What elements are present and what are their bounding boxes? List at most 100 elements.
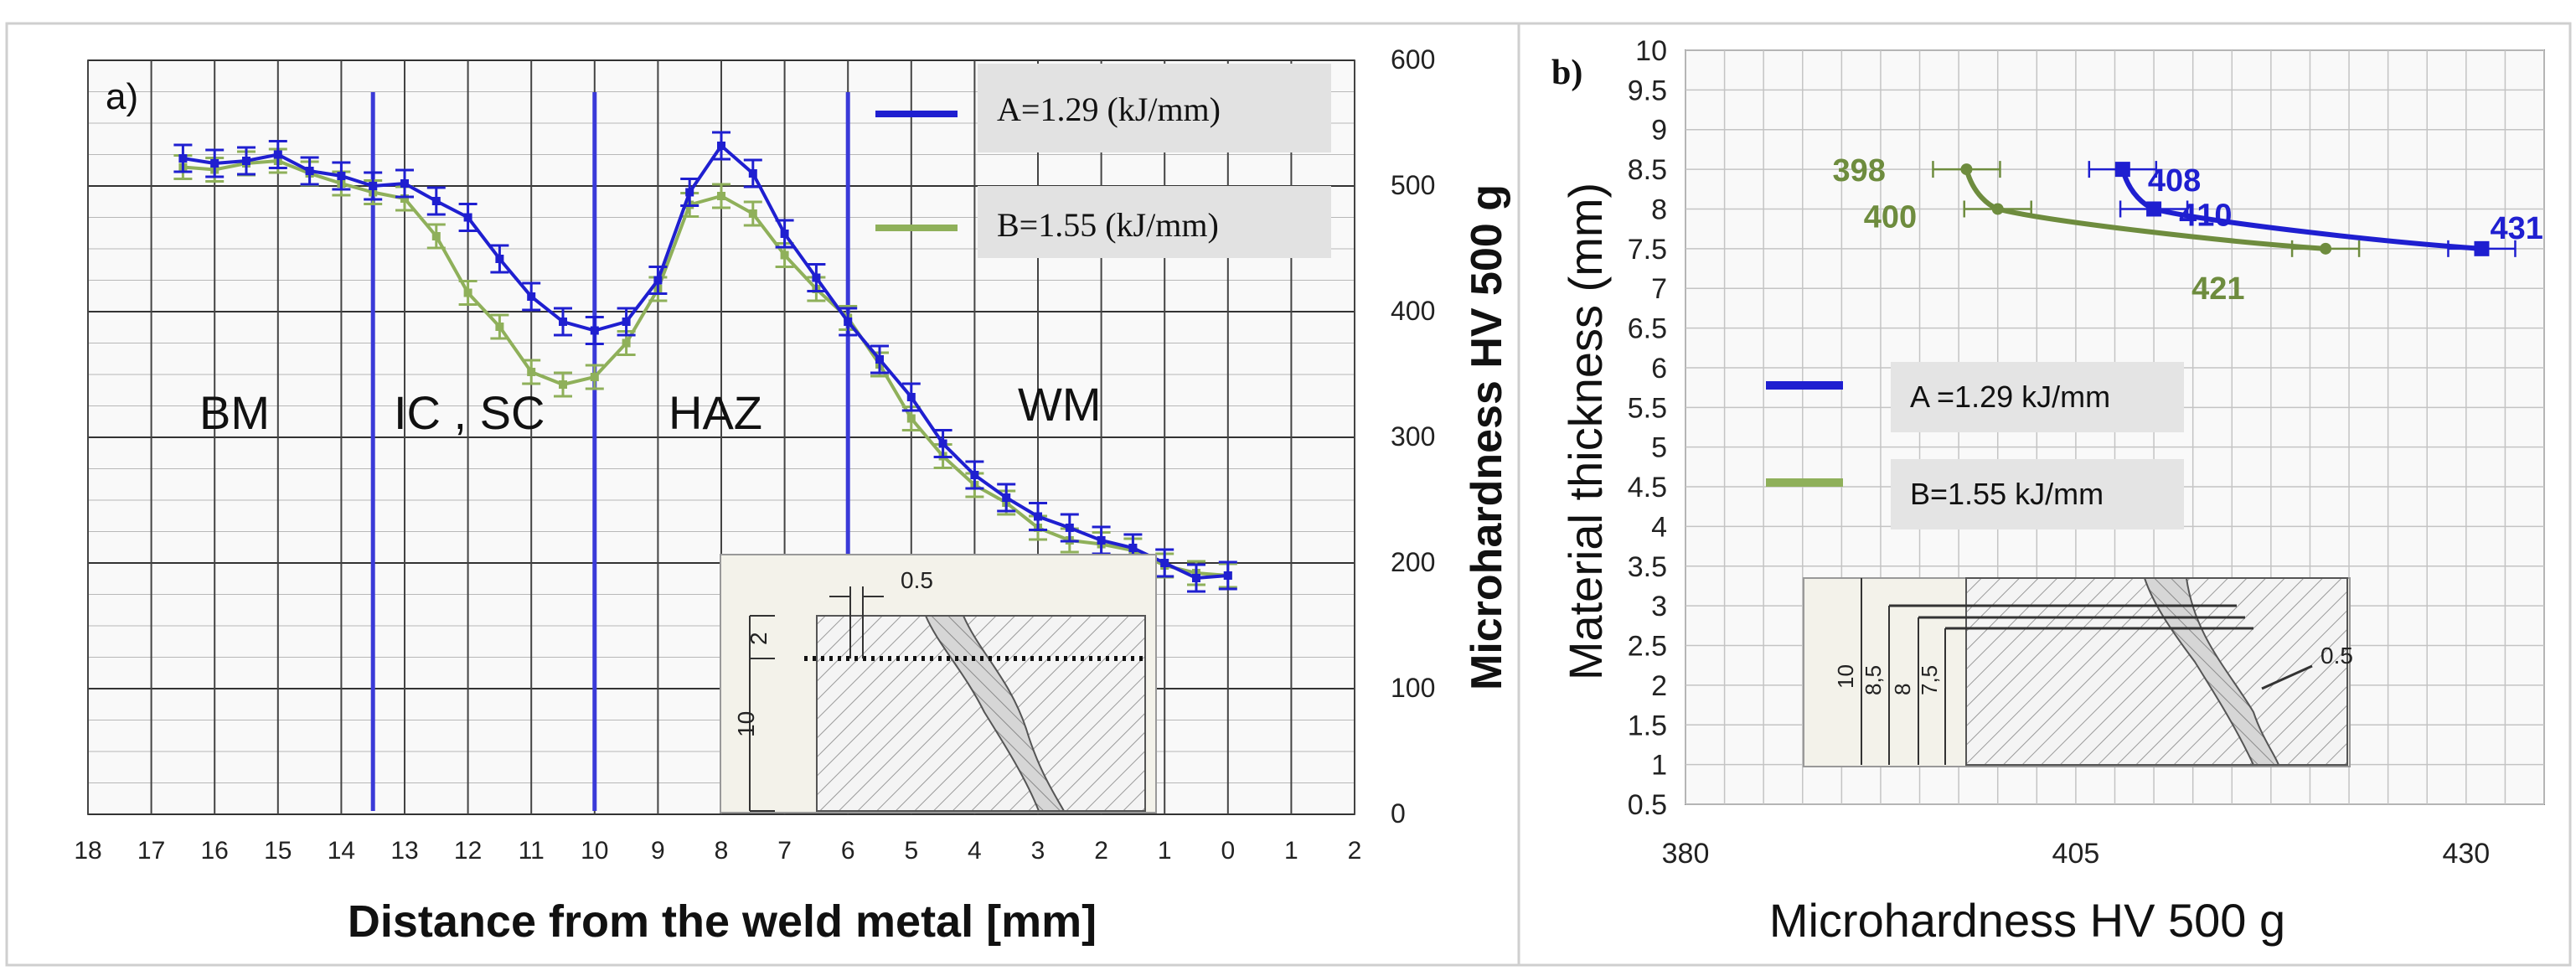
y-tick-label: 4 bbox=[1651, 511, 1667, 543]
x-tick-label: 2 bbox=[1094, 837, 1108, 865]
data-point bbox=[844, 318, 853, 326]
x-tick-label: 3 bbox=[1031, 837, 1045, 865]
data-point bbox=[1002, 493, 1011, 502]
data-label: 400 bbox=[1864, 199, 1917, 235]
data-label: 431 bbox=[2490, 211, 2542, 246]
panel-a-legend: A=1.29 (kJ/mm) B=1.55 (kJ/mm) bbox=[875, 64, 1331, 258]
x-tick-label: 11 bbox=[519, 837, 545, 865]
data-point bbox=[1128, 544, 1138, 552]
x-tick-label: 18 bbox=[74, 837, 101, 865]
inset-a-label-2: 2 bbox=[746, 632, 772, 645]
data-point bbox=[590, 373, 599, 381]
y-tick-label: 0 bbox=[1391, 798, 1406, 829]
data-point bbox=[2320, 242, 2332, 255]
x-tick-label: 17 bbox=[137, 837, 165, 865]
inset-b-label-85: 8,5 bbox=[1861, 665, 1886, 695]
inset-b-label-8: 8 bbox=[1890, 684, 1915, 695]
y-tick-label: 7 bbox=[1651, 273, 1667, 305]
data-point bbox=[559, 318, 567, 326]
x-tick-label: 13 bbox=[390, 837, 418, 865]
panel-a-label: a) bbox=[106, 76, 138, 117]
region-label-haz: HAZ bbox=[669, 386, 762, 439]
data-point bbox=[559, 380, 567, 389]
data-point bbox=[495, 255, 504, 263]
data-point bbox=[527, 368, 536, 376]
data-point bbox=[242, 157, 250, 165]
y-tick-label: 2 bbox=[1651, 670, 1667, 702]
y-tick-label: 8 bbox=[1651, 194, 1667, 225]
data-point bbox=[653, 276, 663, 285]
x-tick-label: 0 bbox=[1221, 837, 1235, 865]
x-tick-label: 10 bbox=[581, 837, 608, 865]
data-point bbox=[337, 172, 346, 180]
data-point bbox=[2474, 240, 2490, 256]
data-point bbox=[273, 150, 282, 159]
x-tick-label: 1 bbox=[1158, 837, 1172, 865]
data-point bbox=[1192, 574, 1200, 582]
data-point bbox=[938, 439, 947, 448]
y-tick-label: 7.5 bbox=[1628, 234, 1667, 266]
data-point bbox=[1065, 524, 1074, 532]
x-tick-label: 12 bbox=[454, 837, 482, 865]
y-tick-label: 100 bbox=[1391, 673, 1435, 703]
data-point bbox=[875, 355, 884, 364]
panel-b-x-axis-title: Microhardness HV 500 g bbox=[1769, 894, 2285, 947]
y-tick-label: 5.5 bbox=[1628, 392, 1667, 424]
panel-b-label: b) bbox=[1551, 54, 1582, 92]
y-tick-label: 1 bbox=[1651, 750, 1667, 782]
data-point bbox=[590, 326, 599, 335]
x-tick-label: 8 bbox=[715, 837, 729, 865]
data-label: 408 bbox=[2148, 163, 2201, 199]
series-line-b bbox=[183, 158, 1228, 577]
y-tick-label: 10 bbox=[1635, 35, 1667, 67]
data-point bbox=[2114, 162, 2130, 178]
y-tick-label: 2.5 bbox=[1628, 631, 1667, 663]
panel-b-inset: 10 8,5 8 7,5 0.5 bbox=[1803, 577, 2353, 767]
legend-label-a: A=1.29 (kJ/mm) bbox=[997, 90, 1221, 128]
region-label-ic-sc: IC , SC bbox=[394, 386, 545, 439]
legend-label-b: B=1.55 (kJ/mm) bbox=[997, 206, 1219, 244]
data-point bbox=[1097, 536, 1106, 545]
y-tick-label: 1.5 bbox=[1628, 710, 1667, 741]
inset-a-label-10: 10 bbox=[733, 711, 759, 737]
x-tick-label: 5 bbox=[904, 837, 918, 865]
data-point bbox=[812, 273, 821, 282]
data-point bbox=[400, 194, 409, 203]
data-point bbox=[748, 169, 757, 178]
data-point bbox=[1960, 163, 1973, 176]
inset-b-label-75: 7,5 bbox=[1917, 665, 1942, 695]
data-point bbox=[431, 197, 441, 205]
data-point bbox=[906, 393, 916, 401]
x-tick-label: 16 bbox=[201, 837, 229, 865]
y-tick-label: 200 bbox=[1391, 547, 1435, 577]
x-tick-label: 4 bbox=[968, 837, 982, 865]
data-point bbox=[1160, 559, 1169, 567]
data-point bbox=[495, 323, 504, 331]
y-tick-label: 3.5 bbox=[1628, 551, 1667, 583]
y-tick-label: 4.5 bbox=[1628, 472, 1667, 503]
y-tick-label: 400 bbox=[1391, 296, 1435, 326]
y-tick-label: 5 bbox=[1651, 432, 1667, 464]
data-label: 398 bbox=[1832, 153, 1885, 188]
data-point bbox=[431, 232, 441, 240]
x-tick-label: 7 bbox=[777, 837, 792, 865]
panel-a-inset: 0.5 2 10 bbox=[720, 554, 1157, 813]
panel-b-x-ticks: 380 405 430 bbox=[1662, 838, 2491, 870]
x-tick-label: 1 bbox=[1284, 837, 1298, 865]
data-point bbox=[400, 179, 409, 188]
data-point bbox=[780, 230, 789, 238]
data-point bbox=[717, 192, 725, 200]
data-point bbox=[369, 182, 378, 190]
data-point bbox=[463, 213, 472, 222]
panel-b-legend: A =1.29 kJ/mm B=1.55 kJ/mm bbox=[1766, 362, 2184, 529]
data-point bbox=[622, 338, 631, 348]
series-curve-b bbox=[1964, 168, 2326, 251]
y-tick-label: 6 bbox=[1651, 353, 1667, 385]
data-label: 421 bbox=[2191, 271, 2244, 307]
data-point bbox=[622, 318, 631, 326]
data-point bbox=[1034, 512, 1042, 521]
data-point bbox=[1991, 203, 2004, 215]
panel-a-y-axis-title: Microhardness HV 500 g bbox=[1463, 184, 1511, 690]
y-tick-label: 500 bbox=[1391, 170, 1435, 200]
